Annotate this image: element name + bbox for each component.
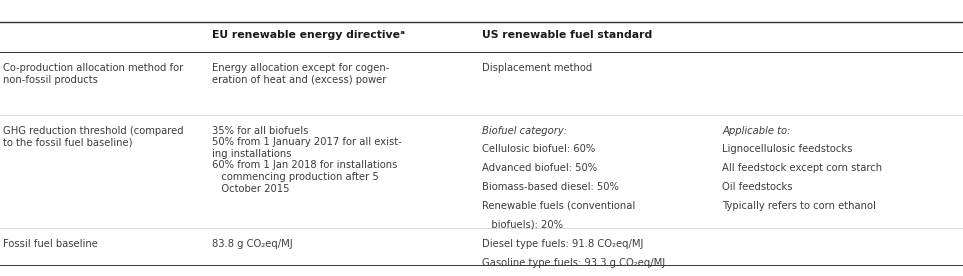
Text: Energy allocation except for cogen-
eration of heat and (excess) power: Energy allocation except for cogen- erat… xyxy=(212,63,389,85)
Text: Gasoline type fuels: 93.3 g CO₂eq/MJ: Gasoline type fuels: 93.3 g CO₂eq/MJ xyxy=(482,258,664,267)
Text: Biofuel category:: Biofuel category: xyxy=(482,126,566,136)
Text: Displacement method: Displacement method xyxy=(482,63,591,73)
Text: Lignocellulosic feedstocks: Lignocellulosic feedstocks xyxy=(722,144,852,154)
Text: All feedstock except corn starch: All feedstock except corn starch xyxy=(722,163,882,173)
Text: Applicable to:: Applicable to: xyxy=(722,126,791,136)
Text: Co-production allocation method for
non-fossil products: Co-production allocation method for non-… xyxy=(3,63,183,85)
Text: Biomass-based diesel: 50%: Biomass-based diesel: 50% xyxy=(482,182,618,192)
Text: US renewable fuel standard: US renewable fuel standard xyxy=(482,30,652,39)
Text: EU renewable energy directiveᵃ: EU renewable energy directiveᵃ xyxy=(212,30,404,39)
Text: Oil feedstocks: Oil feedstocks xyxy=(722,182,793,192)
Text: biofuels): 20%: biofuels): 20% xyxy=(482,219,562,229)
Text: 35% for all biofuels
50% from 1 January 2017 for all exist-
ing installations
60: 35% for all biofuels 50% from 1 January … xyxy=(212,126,402,193)
Text: Renewable fuels (conventional: Renewable fuels (conventional xyxy=(482,201,635,211)
Text: GHG reduction threshold (compared
to the fossil fuel baseline): GHG reduction threshold (compared to the… xyxy=(3,126,184,147)
Text: 83.8 g CO₂eq/MJ: 83.8 g CO₂eq/MJ xyxy=(212,239,293,249)
Text: Fossil fuel baseline: Fossil fuel baseline xyxy=(3,239,98,249)
Text: Diesel type fuels: 91.8 CO₂eq/MJ: Diesel type fuels: 91.8 CO₂eq/MJ xyxy=(482,239,643,249)
Text: Cellulosic biofuel: 60%: Cellulosic biofuel: 60% xyxy=(482,144,595,154)
Text: Advanced biofuel: 50%: Advanced biofuel: 50% xyxy=(482,163,597,173)
Text: Typically refers to corn ethanol: Typically refers to corn ethanol xyxy=(722,201,876,211)
